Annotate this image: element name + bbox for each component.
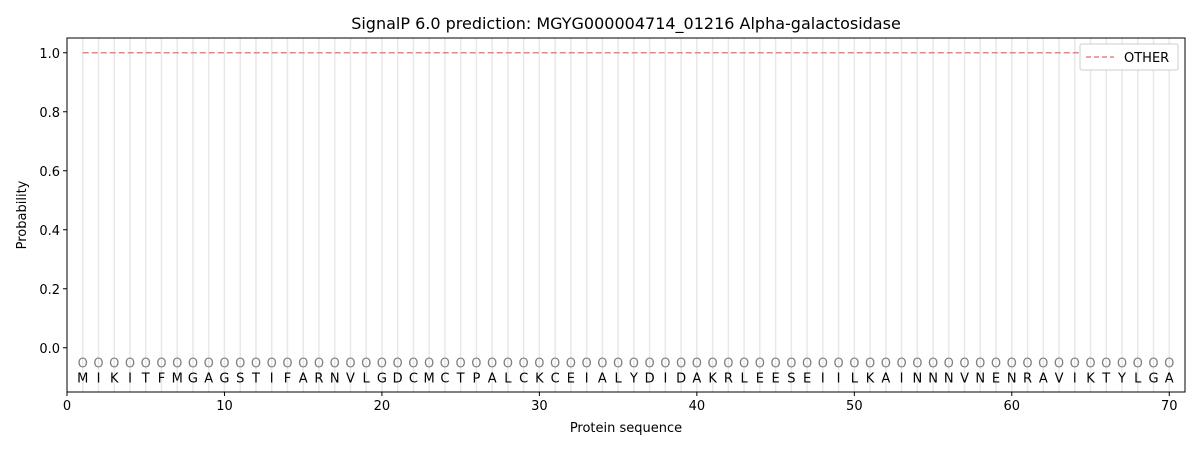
residue-state-label: O: [676, 357, 686, 372]
residue-state-label: O: [330, 357, 340, 372]
residue-state-label: O: [156, 357, 166, 372]
x-axis-label: Protein sequence: [570, 421, 682, 436]
residue-state-label: O: [1164, 357, 1174, 372]
residue-state-label: O: [881, 357, 891, 372]
residue-state-label: O: [550, 357, 560, 372]
residue-state-label: O: [1022, 357, 1032, 372]
residue-state-label: O: [1133, 357, 1143, 372]
y-tick-label: 1.0: [39, 47, 60, 62]
residue-state-label: O: [1038, 357, 1048, 372]
residue-state-label: O: [503, 357, 513, 372]
residue-state-label: O: [172, 357, 182, 372]
residue-state-label: O: [582, 357, 592, 372]
residue-state-label: O: [1054, 357, 1064, 372]
plot-frame: [66, 37, 1186, 393]
residue-state-label: O: [786, 357, 796, 372]
residue-state-label: O: [393, 357, 403, 372]
residue-state-label: O: [959, 357, 969, 372]
residue-state-label: O: [944, 357, 954, 372]
residue-state-label: O: [487, 357, 497, 372]
y-tick-label: 0.8: [39, 106, 60, 121]
residue-state-label: O: [534, 357, 544, 372]
residue-state-label: O: [597, 357, 607, 372]
residue-state-label: O: [219, 357, 229, 372]
residue-state-label: O: [251, 357, 261, 372]
residue-sequence: MIKITFMGAGSTIFARNVLGDCMCTPALCKCEIALYDIDA…: [77, 371, 1174, 386]
residue-state-label: O: [188, 357, 198, 372]
residue-state-label: O: [408, 357, 418, 372]
residue-state-label: O: [519, 357, 529, 372]
residue-state-label: O: [109, 357, 119, 372]
residue-state-label: O: [267, 357, 277, 372]
y-tick-label: 0.6: [39, 165, 60, 180]
residue-state-label: O: [235, 357, 245, 372]
residue-state-label: O: [692, 357, 702, 372]
legend: OTHER: [1079, 43, 1179, 71]
residue-state-label: O: [361, 357, 371, 372]
x-tick-label: 0: [63, 399, 71, 414]
residue-state-label: O: [78, 357, 88, 372]
residue-state-label: O: [377, 357, 387, 372]
chart-title: SignalP 6.0 prediction: MGYG000004714_01…: [351, 14, 901, 34]
y-tick-label: 0.4: [39, 224, 60, 239]
residue-state-label: O: [566, 357, 576, 372]
residue-state-label: O: [991, 357, 1001, 372]
residue-state-label: O: [739, 357, 749, 372]
residue-state-label: O: [345, 357, 355, 372]
residue-state-label: O: [660, 357, 670, 372]
legend-box: [1079, 43, 1179, 71]
residue-state-label: O: [770, 357, 780, 372]
residue-state-label: O: [928, 357, 938, 372]
residue-state-label: O: [613, 357, 623, 372]
residue-state-label: O: [818, 357, 828, 372]
residue-state-label: O: [204, 357, 214, 372]
residue-state-label: O: [1085, 357, 1095, 372]
residue-state-label: O: [723, 357, 733, 372]
residue-state-label: O: [456, 357, 466, 372]
residue-state-label: O: [802, 357, 812, 372]
residue-state-label: O: [865, 357, 875, 372]
residue-state-label: O: [298, 357, 308, 372]
residue-state-label: O: [1101, 357, 1111, 372]
y-tick-label: 0.0: [39, 342, 60, 357]
residue-state-label: O: [141, 357, 151, 372]
residue-state-label: O: [707, 357, 717, 372]
residue-state-label: O: [1070, 357, 1080, 372]
residue-state-label: O: [645, 357, 655, 372]
x-tick-label: 60: [1004, 399, 1021, 414]
x-tick-label: 30: [531, 399, 548, 414]
x-tick-label: 70: [1161, 399, 1178, 414]
legend-label-other: OTHER: [1124, 51, 1169, 66]
residue-state-label: O: [282, 357, 292, 372]
residue-state-label: O: [440, 357, 450, 372]
residue-state-label: O: [1117, 357, 1127, 372]
residue-state-label: O: [975, 357, 985, 372]
residue-state-label: O: [629, 357, 639, 372]
x-tick-label: 50: [846, 399, 863, 414]
residue-state-label: O: [1148, 357, 1158, 372]
residue-state-label: O: [471, 357, 481, 372]
residue-state-label: O: [833, 357, 843, 372]
residue-state-label: O: [849, 357, 859, 372]
x-tick-label: 40: [689, 399, 706, 414]
residue-state-label: O: [1007, 357, 1017, 372]
residue-state-label: O: [424, 357, 434, 372]
residue-state-label: O: [314, 357, 324, 372]
x-tick-label: 10: [216, 399, 233, 414]
y-tick-label: 0.2: [39, 283, 60, 298]
residue-state-label: O: [755, 357, 765, 372]
x-tick-label: 20: [374, 399, 391, 414]
residue-state-label: O: [125, 357, 135, 372]
residue-state-label: O: [93, 357, 103, 372]
residue-state-label: O: [912, 357, 922, 372]
y-axis-label: Probability: [15, 180, 30, 249]
residue-state-label: O: [896, 357, 906, 372]
